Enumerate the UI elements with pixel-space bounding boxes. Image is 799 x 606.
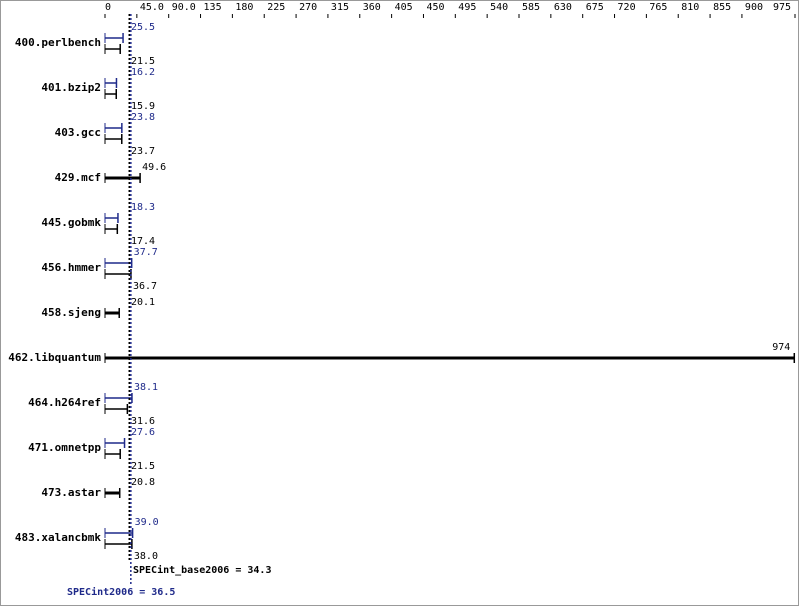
value-label: 38.1 [134, 382, 158, 393]
x-tick-label: 630 [554, 2, 572, 13]
bar [105, 217, 118, 219]
bar [105, 491, 120, 495]
mean-label: SPECint2006 = 36.5 [67, 586, 175, 598]
x-tick-label: 450 [426, 2, 444, 13]
bar [105, 48, 121, 50]
x-tick-label: 720 [618, 2, 636, 13]
x-tick-label: 585 [522, 2, 540, 13]
x-tick-label: 360 [363, 2, 381, 13]
bar [105, 273, 131, 275]
value-label: 49.6 [142, 162, 166, 173]
x-tick-label: 765 [649, 2, 667, 13]
category-label: 462.libquantum [8, 351, 101, 364]
category-label: 429.mcf [55, 171, 101, 184]
bar [105, 37, 124, 39]
x-tick-label: 540 [490, 2, 508, 13]
category-label: 473.astar [41, 486, 101, 499]
x-tick-label: 900 [745, 2, 763, 13]
bar [105, 138, 122, 140]
x-tick-label: 495 [458, 2, 476, 13]
bar [105, 93, 117, 95]
bar [105, 442, 125, 444]
category-label: 471.omnetpp [28, 441, 101, 454]
x-tick-label: 855 [713, 2, 731, 13]
x-tick-label: 0 [105, 2, 111, 13]
category-label: 456.hmmer [41, 261, 101, 274]
bar [105, 543, 132, 545]
x-tick-label: 180 [235, 2, 253, 13]
value-label: 23.8 [131, 112, 155, 123]
bar [105, 127, 122, 129]
value-label: 25.5 [131, 22, 155, 33]
category-label: 483.xalancbmk [15, 531, 101, 544]
bar [105, 262, 132, 264]
bar [105, 397, 132, 399]
value-label: 23.7 [131, 146, 155, 157]
category-label: 445.gobmk [41, 216, 101, 229]
x-tick-label: 975 [773, 2, 791, 13]
value-label: 39.0 [135, 517, 159, 528]
value-label: 17.4 [131, 236, 155, 247]
bar [105, 453, 121, 455]
value-label: 18.3 [131, 202, 155, 213]
mean-label: SPECint_base2006 = 34.3 [133, 564, 271, 576]
value-label: 21.5 [131, 56, 155, 67]
bar [105, 408, 128, 410]
value-label: 27.6 [131, 427, 155, 438]
category-label: 458.sjeng [41, 306, 101, 319]
category-label: 401.bzip2 [41, 81, 101, 94]
value-label: 31.6 [131, 416, 155, 427]
value-label: 20.8 [131, 477, 155, 488]
value-label: 37.7 [134, 247, 158, 258]
value-label: 20.1 [131, 297, 155, 308]
x-tick-label: 270 [299, 2, 317, 13]
x-tick-label: 315 [331, 2, 349, 13]
x-tick-label: 90.0 [172, 2, 196, 13]
x-tick-label: 135 [204, 2, 222, 13]
x-tick-label: 675 [586, 2, 604, 13]
value-label: 38.0 [134, 551, 158, 562]
value-label: 36.7 [133, 281, 157, 292]
category-label: 403.gcc [55, 126, 101, 139]
bar [105, 356, 795, 360]
category-label: 464.h264ref [28, 396, 101, 409]
x-tick-label: 405 [395, 2, 413, 13]
x-tick-label: 45.0 [140, 2, 164, 13]
value-label: 974 [772, 342, 790, 353]
bar [105, 176, 141, 180]
bar [105, 532, 133, 534]
x-tick-label: 810 [681, 2, 699, 13]
value-label: 15.9 [131, 101, 155, 112]
value-label: 21.5 [131, 461, 155, 472]
bar [105, 228, 118, 230]
category-label: 400.perlbench [15, 36, 101, 49]
x-tick-label: 225 [267, 2, 285, 13]
value-label: 16.2 [131, 67, 155, 78]
bar [105, 82, 117, 84]
bar [105, 311, 120, 315]
